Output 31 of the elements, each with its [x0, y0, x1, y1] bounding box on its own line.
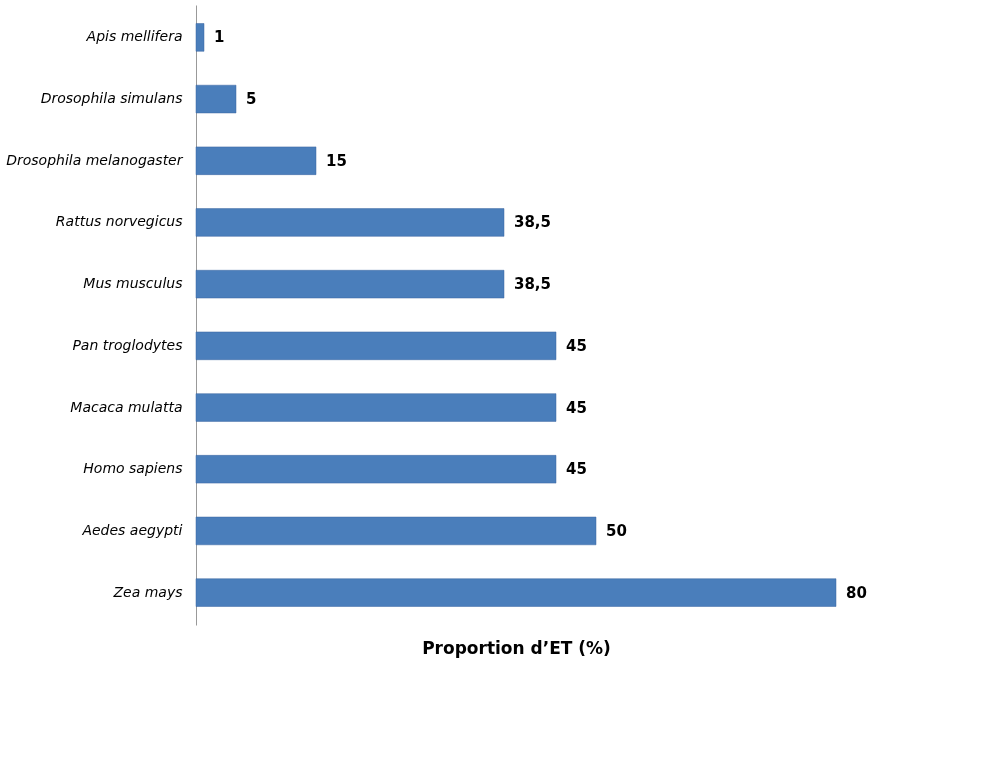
y-tick-label: Pan troglodytes [72, 336, 183, 353]
y-tick-label: Homo sapiens [83, 460, 183, 477]
y-tick-label: Drosophila melanogaster [6, 151, 184, 168]
bar [195, 455, 557, 484]
data-label: 80 [846, 583, 867, 602]
bar [195, 208, 505, 237]
data-label: 5 [246, 90, 257, 109]
data-label: 45 [566, 336, 587, 355]
data-label: 38,5 [514, 213, 552, 232]
x-axis-title: Proportion d’ET (%) [422, 637, 611, 658]
bar [195, 331, 557, 360]
bar [195, 578, 837, 607]
y-tick-label: Zea mays [112, 583, 183, 600]
bar [195, 516, 597, 546]
y-tick-label: Mus musculus [83, 275, 183, 292]
bar [195, 23, 205, 52]
bar [195, 146, 317, 175]
bar [195, 84, 237, 114]
y-tick-label: Macaca mulatta [70, 398, 183, 415]
y-tick-label: Aedes aegypti [81, 521, 183, 538]
data-label: 45 [566, 398, 587, 417]
data-label: 38,5 [514, 275, 552, 294]
y-tick-label: Drosophila simulans [40, 90, 183, 107]
data-label: 45 [566, 460, 587, 479]
y-tick-label: Apis mellifera [85, 28, 183, 45]
bar [195, 270, 505, 299]
data-label: 50 [606, 521, 627, 540]
y-tick-label: Rattus norvegicus [55, 213, 183, 230]
bar [195, 393, 557, 422]
data-label: 1 [214, 28, 225, 47]
data-label: 15 [326, 151, 347, 170]
